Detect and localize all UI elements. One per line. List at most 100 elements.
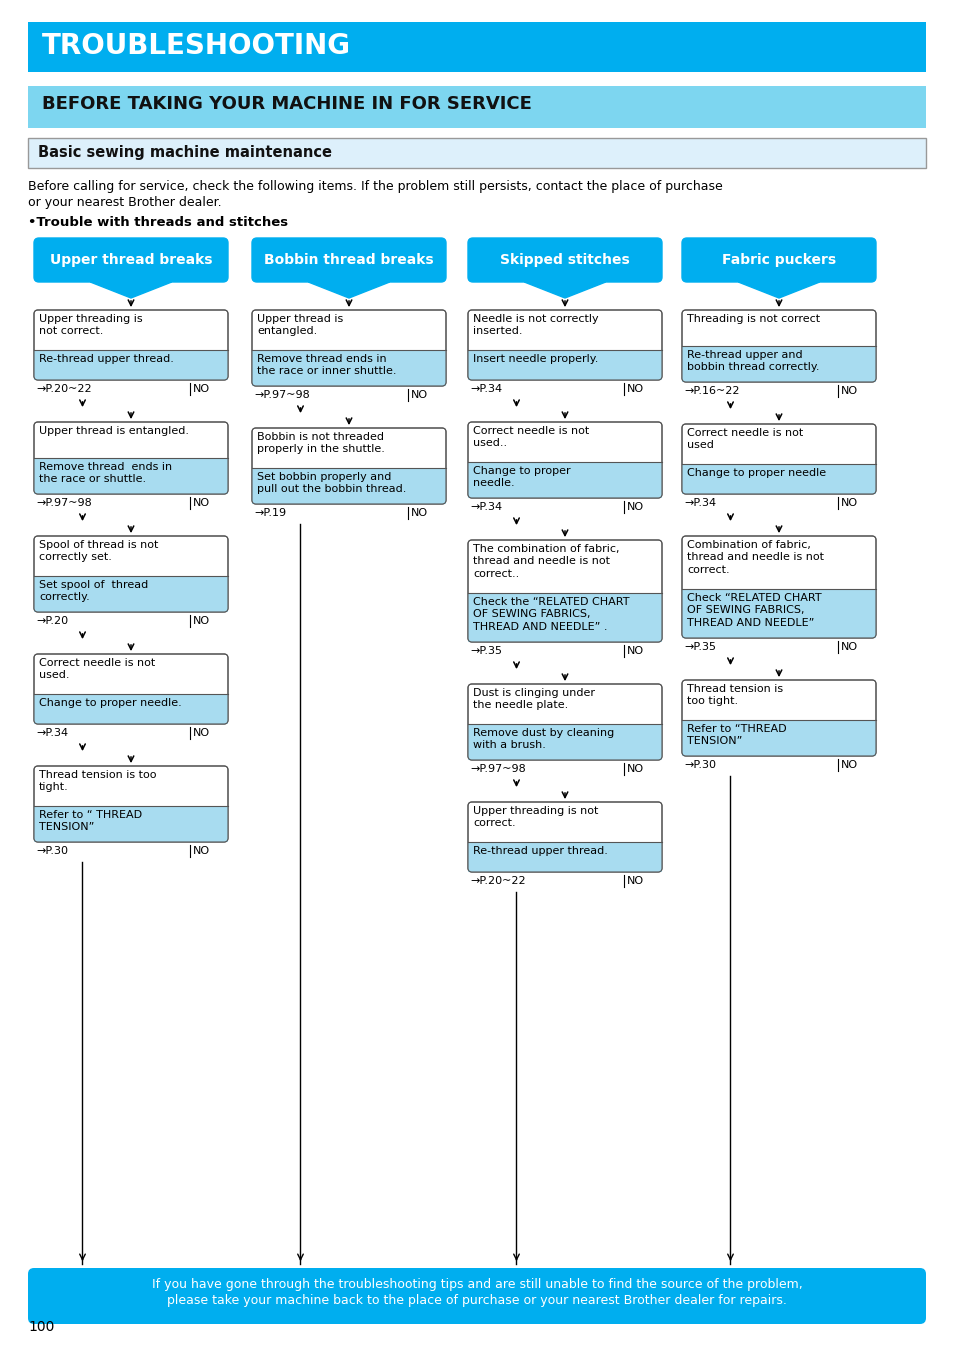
Text: Set bobbin properly and
pull out the bobbin thread.: Set bobbin properly and pull out the bob…: [256, 472, 406, 495]
Text: The combination of fabric,
thread and needle is not
correct..: The combination of fabric, thread and ne…: [473, 545, 618, 578]
Text: →P.19: →P.19: [253, 508, 286, 518]
FancyBboxPatch shape: [468, 541, 661, 642]
Text: NO: NO: [626, 384, 643, 394]
Text: Upper threading is
not correct.: Upper threading is not correct.: [39, 314, 143, 337]
Text: Skipped stitches: Skipped stitches: [499, 253, 629, 267]
Text: NO: NO: [626, 646, 643, 656]
FancyBboxPatch shape: [34, 310, 228, 380]
Text: Change to proper
needle.: Change to proper needle.: [473, 466, 570, 488]
Bar: [34, 350, 228, 380]
Text: BEFORE TAKING YOUR MACHINE IN FOR SERVICE: BEFORE TAKING YOUR MACHINE IN FOR SERVIC…: [42, 94, 532, 113]
Bar: [681, 346, 875, 381]
Text: TROUBLESHOOTING: TROUBLESHOOTING: [42, 32, 351, 61]
Text: →P.16~22: →P.16~22: [683, 386, 739, 396]
Text: NO: NO: [626, 501, 643, 512]
Text: →P.97~98: →P.97~98: [253, 390, 310, 400]
Text: NO: NO: [626, 764, 643, 774]
Text: NO: NO: [841, 642, 858, 652]
Text: →P.97~98: →P.97~98: [36, 497, 91, 508]
Bar: [28, 22, 925, 71]
Text: Correct needle is not
used: Correct needle is not used: [686, 429, 802, 450]
FancyBboxPatch shape: [34, 654, 228, 724]
Text: Re-thread upper thread.: Re-thread upper thread.: [473, 847, 607, 856]
Text: NO: NO: [841, 760, 858, 770]
Bar: [681, 720, 875, 756]
FancyBboxPatch shape: [681, 537, 875, 638]
Bar: [252, 350, 446, 386]
Text: Spool of thread is not
correctly set.: Spool of thread is not correctly set.: [39, 541, 158, 562]
Text: Bobbin thread breaks: Bobbin thread breaks: [264, 253, 434, 267]
Bar: [28, 137, 925, 168]
Text: NO: NO: [193, 497, 210, 508]
Text: NO: NO: [841, 497, 858, 508]
Text: Re-thread upper thread.: Re-thread upper thread.: [39, 355, 173, 364]
Bar: [468, 350, 661, 380]
Text: Correct needle is not
used..: Correct needle is not used..: [473, 426, 589, 449]
Polygon shape: [91, 282, 172, 298]
Text: →P.30: →P.30: [36, 847, 68, 856]
Text: Correct needle is not
used.: Correct needle is not used.: [39, 658, 155, 681]
Text: Thread tension is too
tight.: Thread tension is too tight.: [39, 770, 156, 793]
FancyBboxPatch shape: [34, 422, 228, 493]
FancyBboxPatch shape: [468, 683, 661, 760]
Text: Set spool of  thread
correctly.: Set spool of thread correctly.: [39, 580, 148, 603]
FancyBboxPatch shape: [681, 425, 875, 493]
Text: Insert needle properly.: Insert needle properly.: [473, 355, 598, 364]
Text: Threading is not correct: Threading is not correct: [686, 314, 820, 324]
Text: Change to proper needle.: Change to proper needle.: [39, 698, 182, 708]
FancyBboxPatch shape: [468, 422, 661, 497]
Text: →P.20~22: →P.20~22: [36, 384, 91, 394]
Text: NO: NO: [193, 728, 210, 737]
Text: Dust is clinging under
the needle plate.: Dust is clinging under the needle plate.: [473, 687, 595, 710]
Polygon shape: [524, 282, 605, 298]
Text: →P.35: →P.35: [470, 646, 501, 656]
Text: 100: 100: [28, 1320, 54, 1335]
Text: NO: NO: [411, 508, 428, 518]
Text: Thread tension is
too tight.: Thread tension is too tight.: [686, 683, 782, 706]
Text: Refer to “ THREAD
TENSION”: Refer to “ THREAD TENSION”: [39, 810, 142, 833]
Text: NO: NO: [193, 616, 210, 625]
Text: Before calling for service, check the following items. If the problem still pers: Before calling for service, check the fo…: [28, 181, 722, 209]
Bar: [252, 468, 446, 504]
Text: →P.34: →P.34: [470, 384, 501, 394]
Text: NO: NO: [411, 390, 428, 400]
Text: →P.20: →P.20: [36, 616, 68, 625]
Bar: [34, 806, 228, 842]
Text: NO: NO: [193, 847, 210, 856]
Bar: [681, 589, 875, 638]
Text: →P.20~22: →P.20~22: [470, 876, 525, 886]
Text: Check the “RELATED CHART
OF SEWING FABRICS,
THREAD AND NEEDLE” .: Check the “RELATED CHART OF SEWING FABRI…: [473, 597, 629, 632]
Text: →P.34: →P.34: [683, 497, 716, 508]
FancyBboxPatch shape: [681, 239, 875, 282]
Text: Upper thread breaks: Upper thread breaks: [50, 253, 212, 267]
Text: Upper thread is entangled.: Upper thread is entangled.: [39, 426, 189, 435]
FancyBboxPatch shape: [34, 766, 228, 842]
Text: Refer to “THREAD
TENSION”: Refer to “THREAD TENSION”: [686, 724, 786, 747]
Text: Upper thread is
entangled.: Upper thread is entangled.: [256, 314, 343, 337]
Text: Basic sewing machine maintenance: Basic sewing machine maintenance: [38, 146, 332, 160]
Bar: [28, 86, 925, 128]
FancyBboxPatch shape: [468, 239, 661, 282]
Text: Change to proper needle: Change to proper needle: [686, 468, 825, 479]
FancyBboxPatch shape: [28, 1268, 925, 1324]
FancyBboxPatch shape: [681, 310, 875, 381]
Text: NO: NO: [193, 384, 210, 394]
FancyBboxPatch shape: [34, 239, 228, 282]
Text: •Trouble with threads and stitches: •Trouble with threads and stitches: [28, 216, 288, 229]
Text: Bobbin is not threaded
properly in the shuttle.: Bobbin is not threaded properly in the s…: [256, 431, 384, 454]
Bar: [468, 842, 661, 872]
Text: Remove thread ends in
the race or inner shuttle.: Remove thread ends in the race or inner …: [256, 355, 396, 376]
Text: Upper threading is not
correct.: Upper threading is not correct.: [473, 806, 598, 829]
Text: Combination of fabric,
thread and needle is not
correct.: Combination of fabric, thread and needle…: [686, 541, 823, 574]
FancyBboxPatch shape: [252, 239, 446, 282]
Bar: [34, 576, 228, 612]
Text: →P.97~98: →P.97~98: [470, 764, 525, 774]
Text: Remove thread  ends in
the race or shuttle.: Remove thread ends in the race or shuttl…: [39, 462, 172, 484]
Bar: [468, 593, 661, 642]
Text: →P.34: →P.34: [36, 728, 68, 737]
Text: NO: NO: [841, 386, 858, 396]
FancyBboxPatch shape: [34, 537, 228, 612]
FancyBboxPatch shape: [468, 802, 661, 872]
Polygon shape: [308, 282, 390, 298]
FancyBboxPatch shape: [681, 679, 875, 756]
